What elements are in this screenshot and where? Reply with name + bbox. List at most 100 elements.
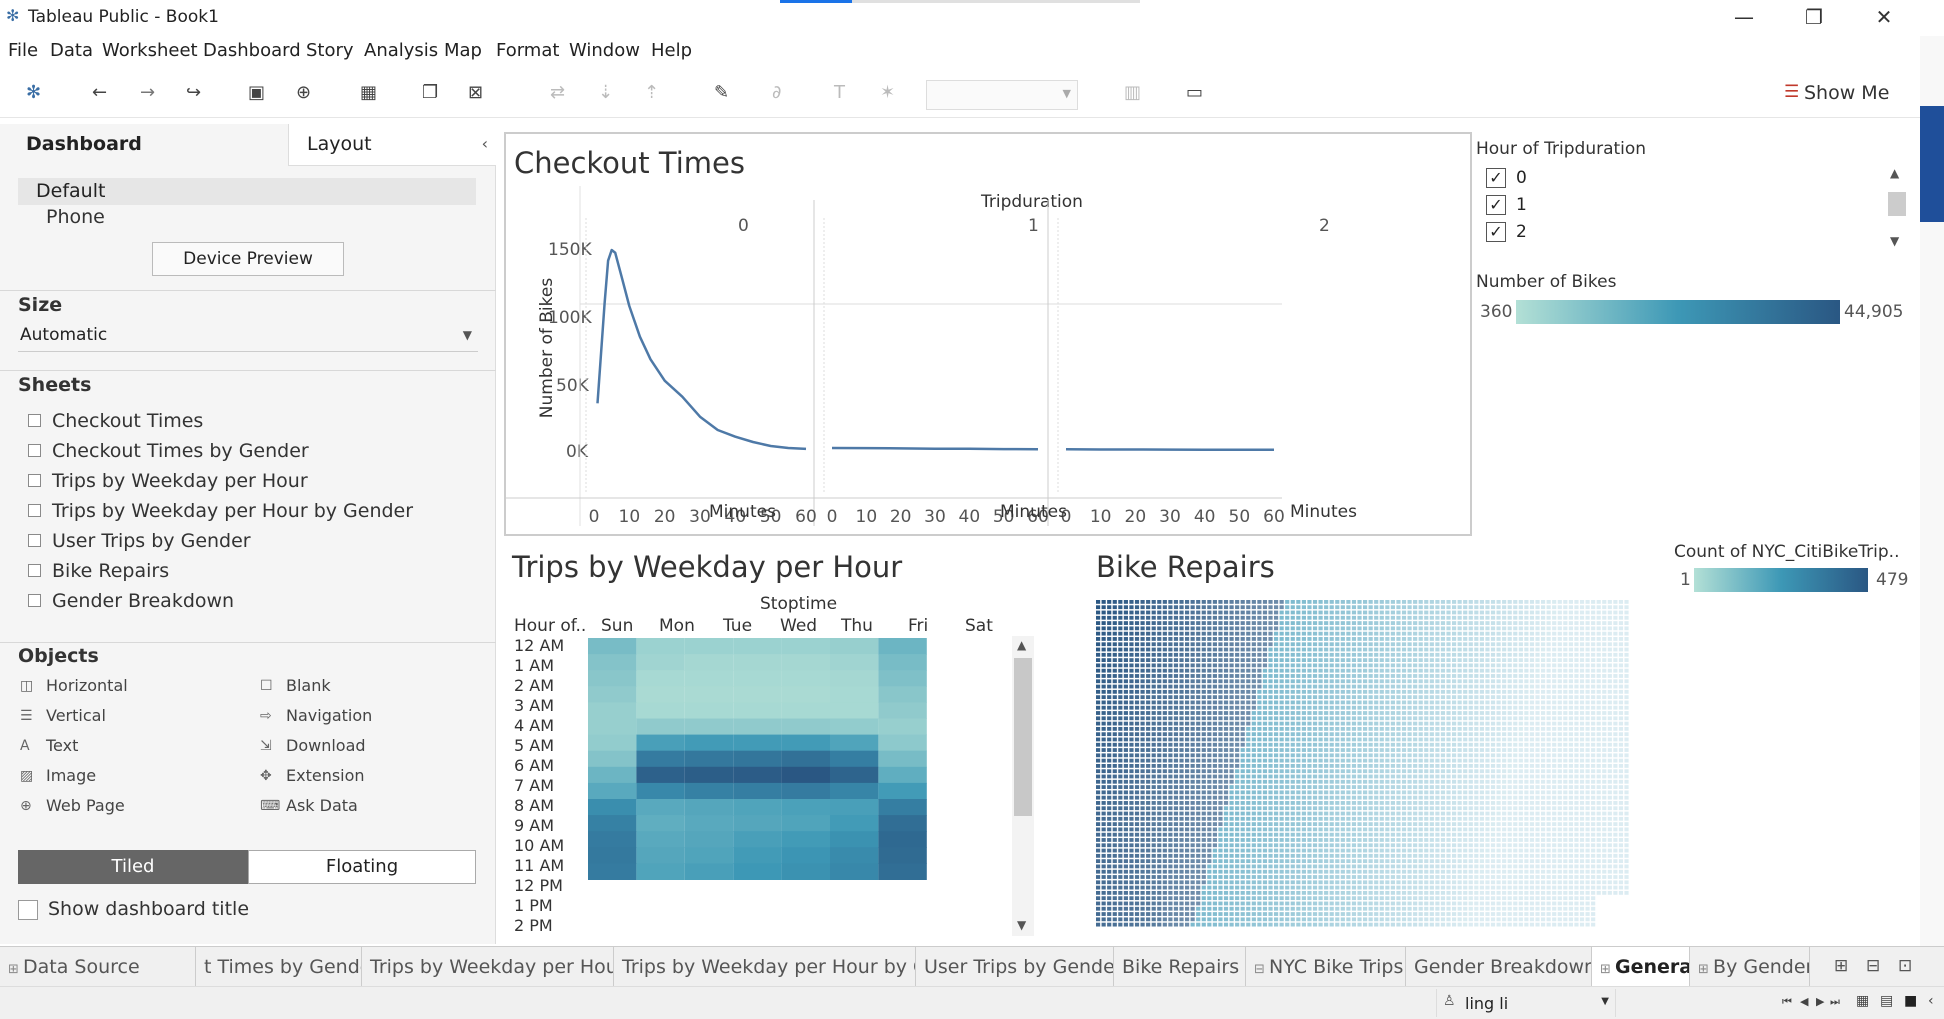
repair-cell <box>1274 764 1279 768</box>
repair-cell <box>1507 637 1512 641</box>
menu-window[interactable]: Window <box>569 40 640 61</box>
device-phone[interactable]: Phone <box>46 206 105 228</box>
labels-icon[interactable]: ▥ <box>1124 82 1142 103</box>
object-extension[interactable]: Extension <box>286 766 365 785</box>
scroll-down-icon[interactable]: ▼ <box>1017 918 1027 932</box>
save-icon[interactable]: ▣ <box>248 82 266 103</box>
heatmap-scrollbar[interactable]: ▲ ▼ <box>1012 636 1034 936</box>
repair-cell <box>1351 652 1357 657</box>
sheet-item[interactable]: Gender Breakdown <box>52 590 235 612</box>
repair-cell <box>1324 801 1329 805</box>
filter-checkbox[interactable]: ✓ <box>1486 168 1506 188</box>
sort-asc-icon[interactable]: ⇣ <box>598 82 614 103</box>
menu-worksheet[interactable]: Worksheet <box>102 40 198 61</box>
sort-desc-icon[interactable]: ⇡ <box>644 82 660 103</box>
tiled-toggle[interactable]: Tiled <box>18 850 248 884</box>
new-sheet-icon[interactable]: ▦ <box>360 82 378 103</box>
repair-cell <box>1268 610 1273 615</box>
menu-help[interactable]: Help <box>651 40 693 61</box>
label-icon[interactable]: T <box>834 82 845 103</box>
repair-cell <box>1112 658 1117 663</box>
clear-icon[interactable]: ⊠ <box>468 82 484 103</box>
filter-scrollbar[interactable]: ▲ ▼ <box>1886 166 1908 250</box>
object-ask-data[interactable]: Ask Data <box>286 796 358 815</box>
repair-cell <box>1557 637 1562 641</box>
filter-checkbox[interactable]: ✓ <box>1486 195 1506 215</box>
fit-dropdown[interactable]: ▼ <box>926 80 1078 110</box>
repair-cell <box>1185 705 1190 710</box>
sheet-item[interactable]: Checkout Times <box>52 410 204 432</box>
repair-cell <box>1579 705 1585 710</box>
new-datasource-icon[interactable]: ⊕ <box>296 82 312 103</box>
device-default[interactable]: Default <box>18 178 476 205</box>
sheet-item[interactable]: Checkout Times by Gender <box>52 440 309 462</box>
restore-button[interactable]: ❐ <box>1805 5 1823 29</box>
repair-cell <box>1329 764 1334 768</box>
repair-cell <box>1379 626 1384 631</box>
close-button[interactable]: ✕ <box>1875 5 1893 29</box>
scroll-thumb[interactable] <box>1888 192 1906 216</box>
menu-data[interactable]: Data <box>50 40 93 61</box>
object-web-page[interactable]: Web Page <box>46 796 125 815</box>
repair-cell <box>1579 679 1585 684</box>
sheet-item[interactable]: User Trips by Gender <box>52 530 251 552</box>
repair-cell <box>1240 816 1245 821</box>
menu-file[interactable]: File <box>8 40 39 61</box>
repair-cell <box>1435 795 1440 800</box>
duplicate-icon[interactable]: ❐ <box>422 82 439 103</box>
minimize-button[interactable]: — <box>1734 5 1754 29</box>
repair-cell <box>1363 843 1368 848</box>
menu-dashboard[interactable]: Dashboard <box>203 40 301 61</box>
presentation-icon[interactable]: ▭ <box>1186 82 1204 103</box>
device-preview-button[interactable]: Device Preview <box>152 242 344 276</box>
sheet-item[interactable]: Trips by Weekday per Hour <box>52 470 308 492</box>
repair-cell <box>1112 610 1117 615</box>
object-download[interactable]: Download <box>286 736 366 755</box>
object-image[interactable]: Image <box>46 766 97 785</box>
forward-icon[interactable]: → <box>140 82 156 103</box>
floating-toggle[interactable]: Floating <box>248 850 476 884</box>
repair-cell <box>1479 742 1484 747</box>
sheet-item[interactable]: Trips by Weekday per Hour by Gender <box>52 500 414 522</box>
tableau-logo-icon[interactable]: ✻ <box>26 82 42 103</box>
repair-cell <box>1123 853 1128 858</box>
repair-cell <box>1151 674 1156 678</box>
menu-story[interactable]: Story <box>306 40 354 61</box>
object-horizontal[interactable]: Horizontal <box>46 676 128 695</box>
menu-map[interactable]: Map <box>444 40 482 61</box>
size-dropdown[interactable]: Automatic ▼ <box>18 322 478 352</box>
scroll-thumb[interactable] <box>1014 658 1032 816</box>
swap-icon[interactable]: ⇄ <box>550 82 566 103</box>
x-tick: 30 <box>689 507 711 527</box>
tab-dashboard[interactable]: Dashboard <box>0 124 288 166</box>
repair-cell <box>1251 600 1256 604</box>
repair-cell <box>1496 758 1501 763</box>
menu-analysis[interactable]: Analysis <box>364 40 439 61</box>
redo-icon[interactable]: ↪ <box>186 82 202 103</box>
collapse-icon[interactable]: ‹ <box>481 134 488 153</box>
repair-cell <box>1446 642 1451 647</box>
repair-cell <box>1446 711 1451 715</box>
back-icon[interactable]: ← <box>92 82 108 103</box>
show-me-button[interactable]: Show Me <box>1804 82 1890 104</box>
filter-checkbox[interactable]: ✓ <box>1486 222 1506 242</box>
object-navigation[interactable]: Navigation <box>286 706 373 725</box>
repair-cell <box>1223 705 1229 710</box>
pin-icon[interactable]: ✶ <box>880 82 896 103</box>
scroll-up-icon[interactable]: ▲ <box>1890 166 1900 180</box>
object-text[interactable]: Text <box>46 736 79 755</box>
object-blank[interactable]: Blank <box>286 676 331 695</box>
menu-format[interactable]: Format <box>496 40 560 61</box>
repair-cell <box>1324 684 1329 689</box>
scroll-down-icon[interactable]: ▼ <box>1890 234 1900 248</box>
sheet-item[interactable]: Bike Repairs <box>52 560 170 582</box>
repair-cell <box>1424 721 1429 726</box>
tab-layout[interactable]: Layout ‹ <box>288 124 496 166</box>
highlight-icon[interactable]: ✎ <box>714 82 730 103</box>
show-title-checkbox[interactable] <box>18 900 38 920</box>
repair-cell <box>1201 853 1206 858</box>
group-icon[interactable]: ∂ <box>772 82 782 103</box>
checkout-times-card[interactable]: Checkout Times Tripduration 0 1 2 Number… <box>504 132 1472 536</box>
object-vertical[interactable]: Vertical <box>46 706 106 725</box>
scroll-up-icon[interactable]: ▲ <box>1017 638 1027 652</box>
